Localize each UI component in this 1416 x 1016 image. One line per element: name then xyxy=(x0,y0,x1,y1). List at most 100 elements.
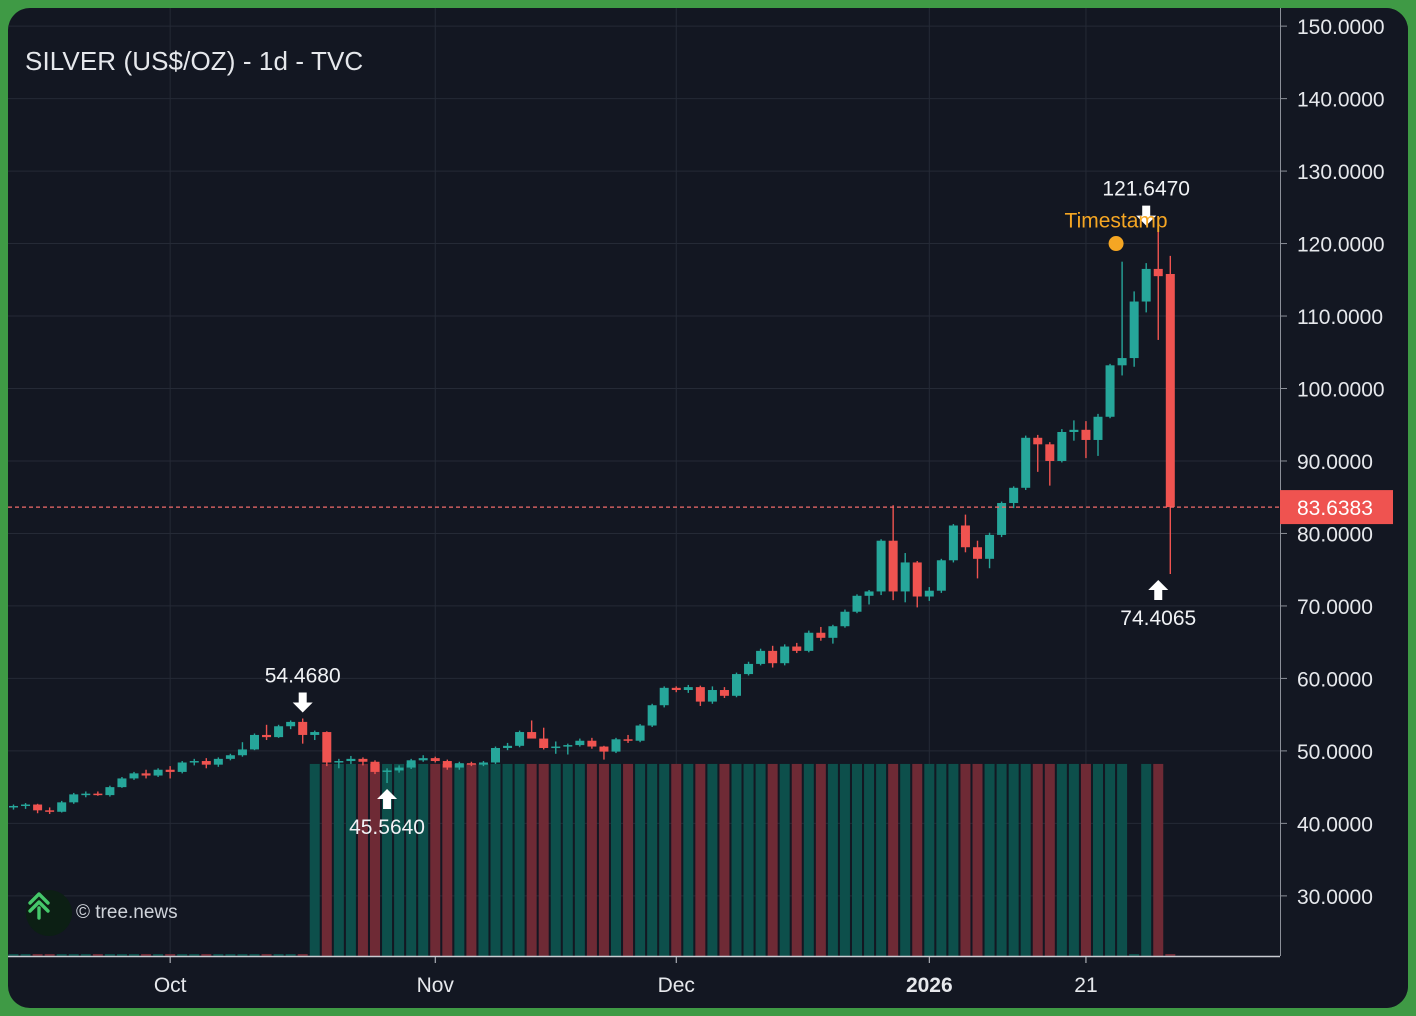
candle-body[interactable] xyxy=(1129,301,1139,359)
candle-body[interactable] xyxy=(322,732,332,763)
candle-body[interactable] xyxy=(201,761,211,765)
candle-body[interactable] xyxy=(671,687,681,691)
candle-body[interactable] xyxy=(382,770,392,772)
candle-body[interactable] xyxy=(1009,487,1019,504)
candle-body[interactable] xyxy=(129,773,139,779)
candle-body[interactable] xyxy=(93,793,103,796)
candle-body[interactable] xyxy=(912,562,922,597)
candle-body[interactable] xyxy=(189,761,199,763)
candle-body[interactable] xyxy=(828,626,838,638)
candle-body[interactable] xyxy=(659,687,669,706)
candle-body[interactable] xyxy=(1117,358,1127,366)
candle-body[interactable] xyxy=(756,650,766,664)
candle-body[interactable] xyxy=(9,805,18,808)
candle-body[interactable] xyxy=(454,763,464,768)
candle-body[interactable] xyxy=(985,534,995,559)
candle-body[interactable] xyxy=(310,732,320,735)
candle-body[interactable] xyxy=(960,525,970,548)
candle-body[interactable] xyxy=(45,810,55,812)
candle-body[interactable] xyxy=(394,767,404,771)
candle-body[interactable] xyxy=(1081,429,1091,440)
low-price-label: 74.4065 xyxy=(1120,607,1196,630)
candle-body[interactable] xyxy=(1105,365,1115,417)
candle-body[interactable] xyxy=(515,732,525,746)
candle-body[interactable] xyxy=(599,746,609,752)
candle-body[interactable] xyxy=(623,739,633,741)
candle-body[interactable] xyxy=(141,773,151,776)
candle-body[interactable] xyxy=(695,687,705,702)
candle-body[interactable] xyxy=(69,794,79,803)
candle-body[interactable] xyxy=(81,793,91,796)
candle-body[interactable] xyxy=(213,758,223,765)
candle-body[interactable] xyxy=(840,611,850,627)
candle-body[interactable] xyxy=(430,758,440,762)
candle-body[interactable] xyxy=(719,690,729,696)
candle-body[interactable] xyxy=(418,758,428,761)
candle-body[interactable] xyxy=(177,762,187,772)
candle-body[interactable] xyxy=(370,761,380,772)
candle-body[interactable] xyxy=(744,663,754,675)
timestamp-marker[interactable] xyxy=(1108,236,1124,252)
candle-body[interactable] xyxy=(647,705,657,726)
candle-body[interactable] xyxy=(1045,444,1055,461)
candle-body[interactable] xyxy=(1021,437,1031,488)
candle-body[interactable] xyxy=(250,734,259,750)
candle-body[interactable] xyxy=(527,732,537,739)
candle-body[interactable] xyxy=(442,761,452,768)
candle-body[interactable] xyxy=(466,763,476,765)
candle-body[interactable] xyxy=(587,740,597,747)
candle-body[interactable] xyxy=(346,758,356,762)
candle-body[interactable] xyxy=(936,560,946,591)
candle-body[interactable] xyxy=(575,740,585,746)
candle-body[interactable] xyxy=(57,802,67,812)
candle-body[interactable] xyxy=(780,646,790,664)
candle-body[interactable] xyxy=(237,749,247,756)
candle-body[interactable] xyxy=(852,595,862,612)
candle-body[interactable] xyxy=(997,503,1007,535)
candle-body[interactable] xyxy=(274,726,284,738)
candle-body[interactable] xyxy=(1033,437,1043,445)
candle-body[interactable] xyxy=(683,687,693,691)
candle-body[interactable] xyxy=(478,762,488,765)
candle-body[interactable] xyxy=(1141,268,1151,302)
candle-body[interactable] xyxy=(105,787,115,796)
candle-body[interactable] xyxy=(563,745,573,747)
candle-body[interactable] xyxy=(804,632,814,651)
candle-body[interactable] xyxy=(1069,429,1079,432)
candle-body[interactable] xyxy=(888,540,898,592)
candle-body[interactable] xyxy=(707,690,717,702)
candle-body[interactable] xyxy=(732,674,741,696)
candle-body[interactable] xyxy=(117,778,127,788)
candle-body[interactable] xyxy=(1165,273,1175,508)
candle-body[interactable] xyxy=(491,747,500,763)
candle-body[interactable] xyxy=(262,734,272,738)
candle-body[interactable] xyxy=(286,721,296,727)
candle-body[interactable] xyxy=(948,525,958,561)
candle-body[interactable] xyxy=(153,769,163,776)
candle-body[interactable] xyxy=(358,758,368,762)
candle-body[interactable] xyxy=(21,804,31,807)
candle-body[interactable] xyxy=(635,725,645,741)
candle-body[interactable] xyxy=(1057,431,1067,461)
candle-body[interactable] xyxy=(1153,268,1163,277)
candle-body[interactable] xyxy=(973,547,982,559)
candle-body[interactable] xyxy=(768,650,778,664)
candle-body[interactable] xyxy=(406,760,416,768)
candle-body[interactable] xyxy=(864,591,874,596)
candle-body[interactable] xyxy=(792,646,802,651)
candle-body[interactable] xyxy=(876,540,886,592)
candle-body[interactable] xyxy=(924,590,934,597)
candle-body[interactable] xyxy=(611,739,621,752)
candlestick-chart[interactable]: 150.0000 140.0000 130.0000 120.0000 110.0000… xyxy=(8,8,1408,1008)
candle-body[interactable] xyxy=(225,755,235,759)
candle-body[interactable] xyxy=(298,721,308,735)
candle-body[interactable] xyxy=(539,738,549,748)
candle-body[interactable] xyxy=(900,562,910,592)
candle-body[interactable] xyxy=(33,804,43,811)
candle-body[interactable] xyxy=(165,769,175,772)
candle-body[interactable] xyxy=(1093,416,1103,440)
candle-body[interactable] xyxy=(334,761,344,763)
candle-body[interactable] xyxy=(503,745,513,748)
candle-body[interactable] xyxy=(551,746,561,749)
candle-body[interactable] xyxy=(816,632,826,638)
